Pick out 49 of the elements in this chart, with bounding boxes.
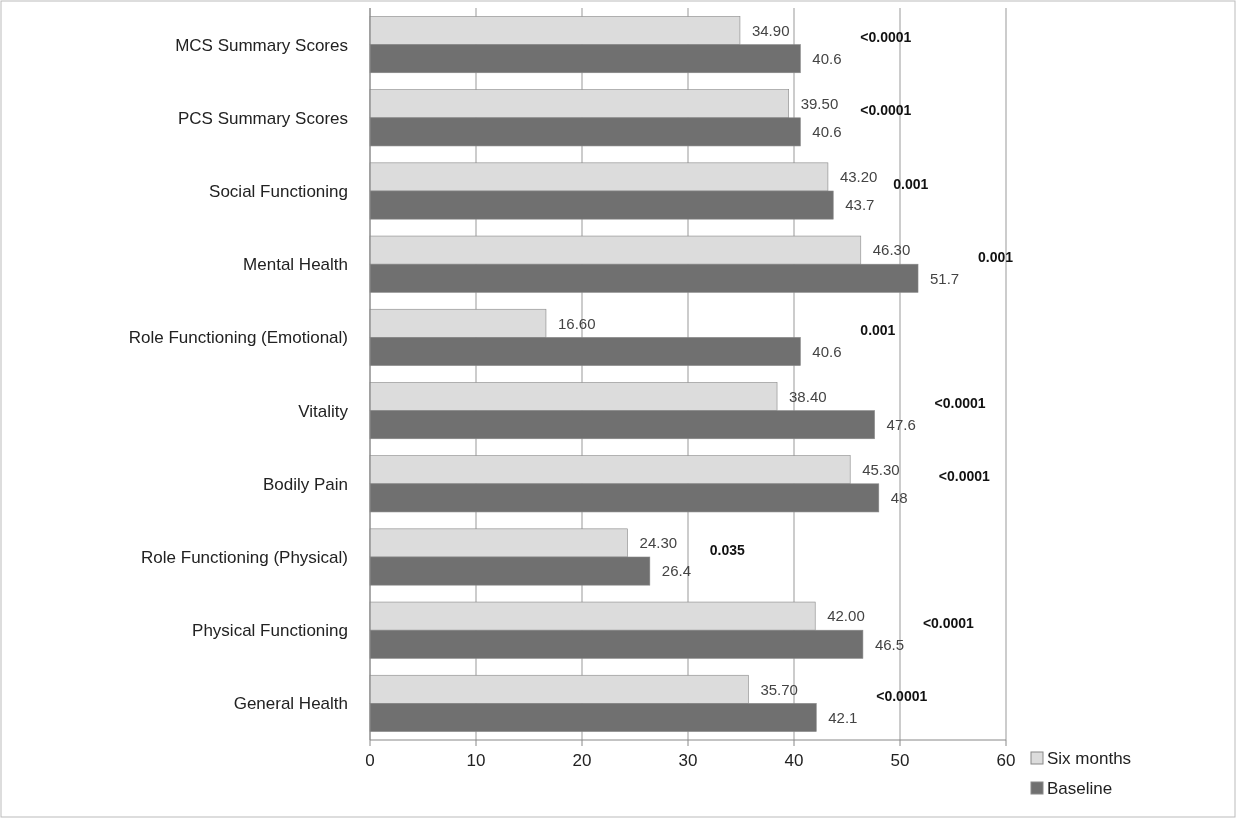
data-label: 46.5	[874, 635, 905, 653]
annotation: <0.0001	[922, 614, 975, 631]
x-tick-label: 40	[784, 751, 804, 770]
data-label: 40.6	[812, 49, 842, 67]
y-tick-label: Social Functioning	[209, 181, 348, 201]
annotation: <0.0001	[860, 102, 912, 119]
y-tick-label: PCS Summary Scores	[177, 108, 348, 128]
annotation: <0.0001	[876, 687, 928, 704]
annotation: 0.001	[893, 175, 929, 192]
y-tick-label: Physical Functioning	[192, 621, 348, 641]
x-tick-label: 30	[678, 751, 698, 770]
data-label: 35.70	[760, 680, 798, 698]
data-label: 34.90	[751, 21, 790, 39]
data-label: 51.7	[930, 269, 960, 287]
data-label: 42.00	[827, 607, 865, 625]
data-label: 26.4	[661, 562, 692, 580]
data-label: 47.6	[886, 415, 916, 433]
y-tick-label: General Health	[233, 694, 348, 714]
x-tick-label: 60	[996, 751, 1016, 770]
x-tick-label: 10	[466, 751, 486, 770]
annotation: <0.0001	[860, 29, 912, 46]
x-tick-label: 50	[890, 751, 910, 770]
y-tick-label: Role Functioning (Physical)	[141, 547, 348, 567]
annotation: 0.035	[709, 541, 746, 558]
data-label: 24.30	[639, 534, 678, 552]
data-label: 38.40	[789, 387, 827, 405]
y-tick-label: MCS Summary Scores	[175, 35, 348, 55]
legend-label: Baseline	[1047, 778, 1113, 798]
data-label: 48	[890, 489, 908, 507]
y-tick-label: Vitality	[298, 401, 349, 421]
data-label: 46.30	[872, 241, 911, 259]
annotation: 0.001	[860, 321, 896, 338]
annotation: 0.001	[978, 248, 1014, 265]
y-tick-label: Bodily Pain	[262, 474, 348, 494]
x-tick-label: 20	[572, 751, 592, 770]
data-label: 43.7	[845, 196, 875, 214]
data-label: 40.6	[812, 123, 842, 141]
data-label: 43.20	[839, 168, 878, 186]
x-tick-label: 0	[365, 751, 375, 770]
y-tick-label: Role Functioning (Emotional)	[128, 328, 348, 348]
data-label: 45.30	[862, 460, 900, 478]
data-label: 42.1	[828, 708, 858, 726]
annotation: <0.0001	[938, 468, 991, 485]
data-label: 40.6	[812, 342, 842, 360]
data-label: 39.50	[800, 94, 839, 112]
data-label: 16.60	[557, 314, 596, 332]
annotation: <0.0001	[934, 395, 986, 412]
y-tick-label: Mental Health	[243, 255, 348, 275]
legend-label: Six months	[1047, 748, 1132, 768]
